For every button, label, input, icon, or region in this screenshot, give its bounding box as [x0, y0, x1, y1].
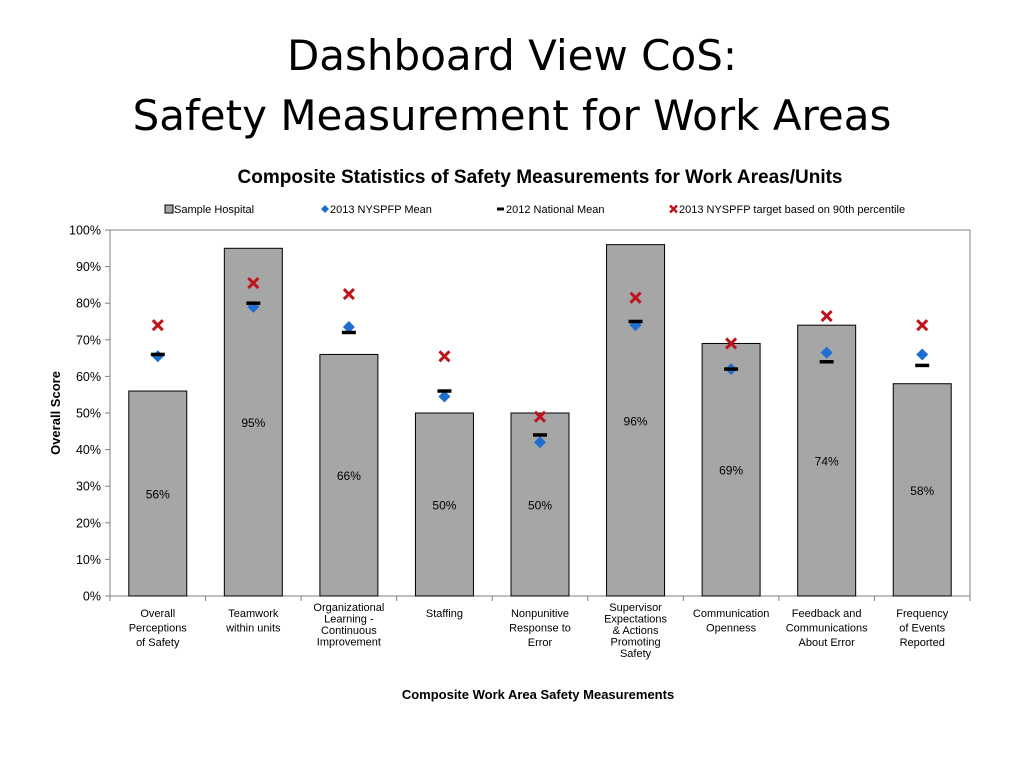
- target-marker: [247, 277, 260, 290]
- target-marker: [151, 319, 164, 332]
- legend-label: Sample Hospital: [174, 204, 254, 216]
- y-tick-label: 90%: [76, 260, 101, 274]
- y-tick-label: 60%: [76, 370, 101, 384]
- y-tick-label: 100%: [69, 224, 101, 238]
- bar: [892, 383, 952, 597]
- target-marker: [438, 350, 451, 363]
- target-marker: [533, 410, 547, 423]
- x-tick-label: Organizational Learning -Continuous Improv…: [313, 602, 384, 649]
- target-marker: [820, 309, 833, 323]
- y-tick-label: 30%: [76, 480, 101, 494]
- target-marker: [916, 319, 929, 332]
- chart-title: Composite Statistics of Safety Measureme…: [238, 167, 843, 188]
- plot-area: 0% 10% 20% 30% 40% 50% 60% 70% 80% 90% 100% 56% 95% 6…: [69, 224, 971, 660]
- legend-swatch-bar: [164, 204, 174, 214]
- bar-value-label: 50%: [432, 499, 456, 513]
- bar: [128, 390, 188, 597]
- x-tick-label: Staffing: [426, 608, 463, 620]
- bar: [701, 342, 761, 597]
- mean-2013-marker: [534, 436, 546, 449]
- legend-label: 2013 NYSPFP target based on 90th percent…: [679, 204, 905, 216]
- mean-2013-marker: [438, 390, 451, 403]
- mean-2013-marker: [342, 320, 355, 333]
- mean-2013-marker: [151, 350, 164, 363]
- national-mean-marker: [150, 352, 165, 357]
- target-marker: [725, 337, 738, 350]
- y-tick-label: 0%: [83, 590, 101, 604]
- x-tick-label: Teamwork within units: [225, 608, 281, 635]
- national-mean-marker: [533, 433, 547, 437]
- x-tick-label: Feedback and Communications About Error: [786, 608, 868, 649]
- bar-value-label: 74%: [815, 455, 839, 469]
- bar-value-label: 69%: [719, 464, 743, 478]
- national-mean-marker: [246, 301, 261, 305]
- y-tick-label: 10%: [76, 553, 101, 567]
- national-mean-marker: [819, 360, 834, 364]
- y-axis-title: Overall Score: [48, 371, 63, 455]
- bar-value-label: 95%: [241, 416, 265, 430]
- legend: Sample Hospital 2013 NYSPFP Mean 2012 Nati…: [164, 204, 905, 216]
- national-mean-marker: [724, 367, 739, 371]
- y-tick-label: 80%: [76, 297, 101, 311]
- target-marker: [342, 287, 355, 301]
- bar: [414, 412, 474, 597]
- bar: [606, 244, 666, 597]
- target-marker: [629, 291, 642, 304]
- slide-title-line1: Dashboard View CoS:: [286, 31, 738, 80]
- national-mean-marker: [915, 363, 930, 368]
- y-tick-label: 40%: [76, 443, 101, 457]
- x-tick-label: Nonpunitive Response to Error: [509, 608, 571, 649]
- y-tick-label: 20%: [76, 516, 101, 530]
- y-tick-label: 70%: [76, 333, 101, 347]
- bar: [319, 353, 379, 597]
- mean-2013-marker: [916, 348, 929, 361]
- bar-value-label: 96%: [624, 414, 648, 428]
- national-mean-marker: [437, 389, 452, 393]
- mean-2013-marker: [820, 346, 833, 359]
- bar-value-label: 56%: [146, 488, 170, 502]
- y-tick-label: 50%: [76, 407, 101, 421]
- national-mean-marker: [341, 330, 356, 335]
- x-tick-label: Supervisor Expectations & Actions Promoting…: [604, 602, 667, 660]
- national-mean-marker: [628, 319, 643, 324]
- bar-value-label: 58%: [910, 484, 934, 498]
- bar-value-label: 50%: [528, 499, 552, 513]
- legend-label: 2013 NYSPFP Mean: [330, 204, 432, 216]
- bar: [797, 324, 857, 597]
- legend-label: 2012 National Mean: [506, 204, 604, 216]
- slide-title: Dashboard View CoS: Safety Measurement f…: [0, 26, 1024, 146]
- legend-swatch-cross: [669, 204, 678, 214]
- x-axis-title: Composite Work Area Safety Measurements: [402, 687, 674, 702]
- legend-swatch-dash: [497, 207, 504, 211]
- x-tick-label: Communication Openness: [693, 608, 769, 635]
- x-tick-label: Frequency of Events Reported: [896, 608, 948, 649]
- x-tick-label: Overall Perceptions of Safety: [129, 608, 188, 649]
- bar-value-label: 66%: [337, 469, 361, 483]
- slide-title-line2: Safety Measurement for Work Areas: [132, 91, 892, 140]
- legend-swatch-diamond: [321, 205, 329, 213]
